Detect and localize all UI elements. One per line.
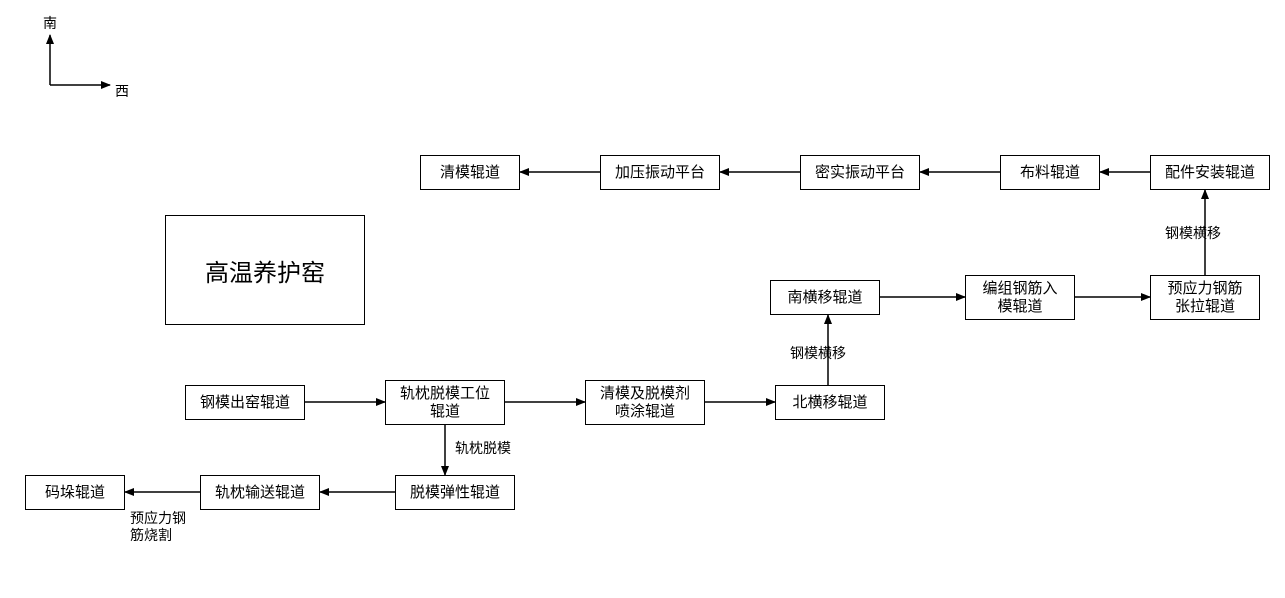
node-n_madu: 码垛辊道	[25, 475, 125, 510]
node-n_yuyingli: 预应力钢筋 张拉辊道	[1150, 275, 1260, 320]
edge-label: 钢模横移	[1165, 225, 1221, 242]
node-n_qingmo: 清模辊道	[420, 155, 520, 190]
node-n_beiheng: 北横移辊道	[775, 385, 885, 420]
node-n_peijian: 配件安装辊道	[1150, 155, 1270, 190]
node-n_jiaya: 加压振动平台	[600, 155, 720, 190]
edge-label: 轨枕脱模	[455, 440, 511, 457]
edge-label: 预应力钢 筋烧割	[130, 510, 186, 544]
node-n_nanheng: 南横移辊道	[770, 280, 880, 315]
node-kiln: 高温养护窑	[165, 215, 365, 325]
compass-label-south: 南	[43, 15, 57, 32]
node-n_mishi: 密实振动平台	[800, 155, 920, 190]
node-n_shusong: 轨枕输送辊道	[200, 475, 320, 510]
node-n_chuyao: 钢模出窑辊道	[185, 385, 305, 420]
node-n_bianzu: 编组钢筋入 模辊道	[965, 275, 1075, 320]
node-n_tuomo_gw: 轨枕脱模工位 辊道	[385, 380, 505, 425]
node-n_tuomo_tx: 脱模弹性辊道	[395, 475, 515, 510]
node-n_buliao: 布料辊道	[1000, 155, 1100, 190]
compass-label-west: 西	[115, 83, 129, 100]
edge-label: 钢模横移	[790, 345, 846, 362]
node-n_qingmo_pt: 清模及脱模剂 喷涂辊道	[585, 380, 705, 425]
